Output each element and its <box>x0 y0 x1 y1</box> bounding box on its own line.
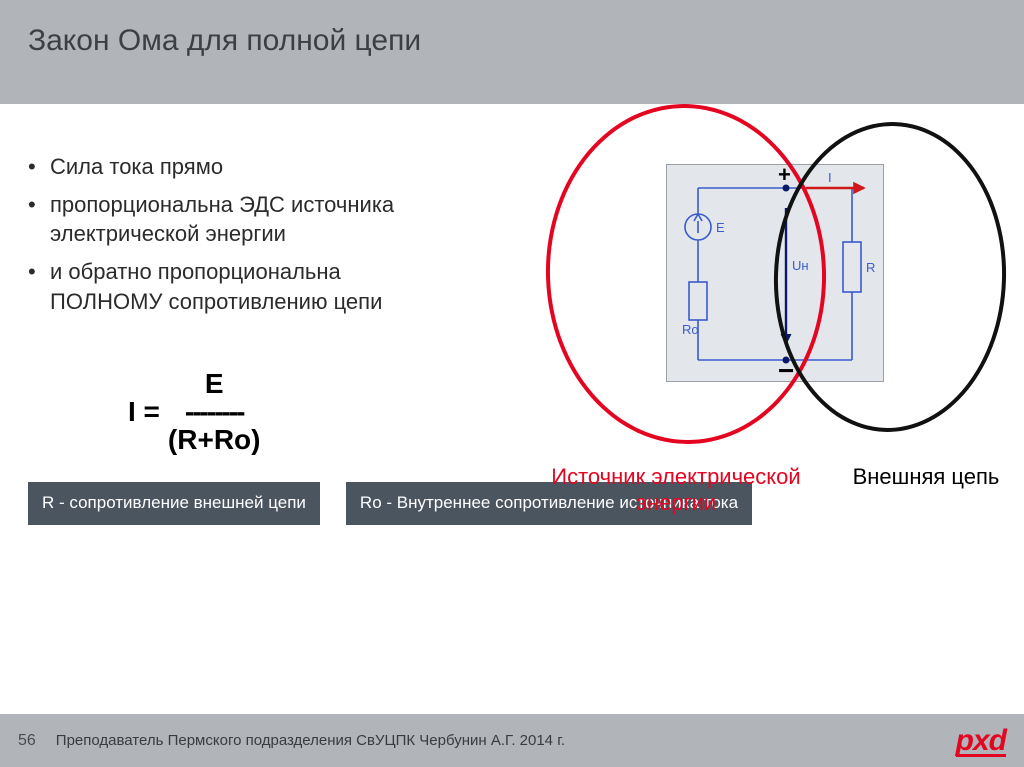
caption-source: Источник электрической энергии <box>536 464 816 517</box>
rzd-logo: pxd <box>956 724 1006 758</box>
slide-content: Сила тока прямо пропорциональна ЭДС исто… <box>0 104 1024 714</box>
formula-lhs: I = <box>128 396 160 428</box>
diagram-captions: Источник электрической энергии Внешняя ц… <box>536 464 1016 517</box>
formula-denominator: (R+Ro) <box>168 426 261 454</box>
slide-title: Закон Ома для полной цепи <box>28 24 996 58</box>
footer-credit: Преподаватель Пермского подразделения Св… <box>56 732 936 749</box>
bullet-item: Сила тока прямо <box>28 152 458 182</box>
page-number: 56 <box>18 732 36 750</box>
slide-footer: 56 Преподаватель Пермского подразделения… <box>0 714 1024 767</box>
bullet-list: Сила тока прямо пропорциональна ЭДС исто… <box>28 152 458 316</box>
caption-external: Внешняя цепь <box>836 464 1016 517</box>
formula-fraction: E -------- (R+Ro) <box>168 370 261 454</box>
def-r-box: R - сопротивление внешней цепи <box>28 482 320 524</box>
slide-header: Закон Ома для полной цепи <box>0 0 1024 104</box>
formula-numerator: E <box>205 370 224 398</box>
circuit-diagram: + − E Ro R I Uн Источник электрической э… <box>506 104 1006 574</box>
formula-dashes: -------- <box>185 398 244 426</box>
bullet-item: и обратно пропорциональна ПОЛНОМУ сопрот… <box>28 257 458 316</box>
bullet-item: пропорциональна ЭДС источника электричес… <box>28 190 458 249</box>
